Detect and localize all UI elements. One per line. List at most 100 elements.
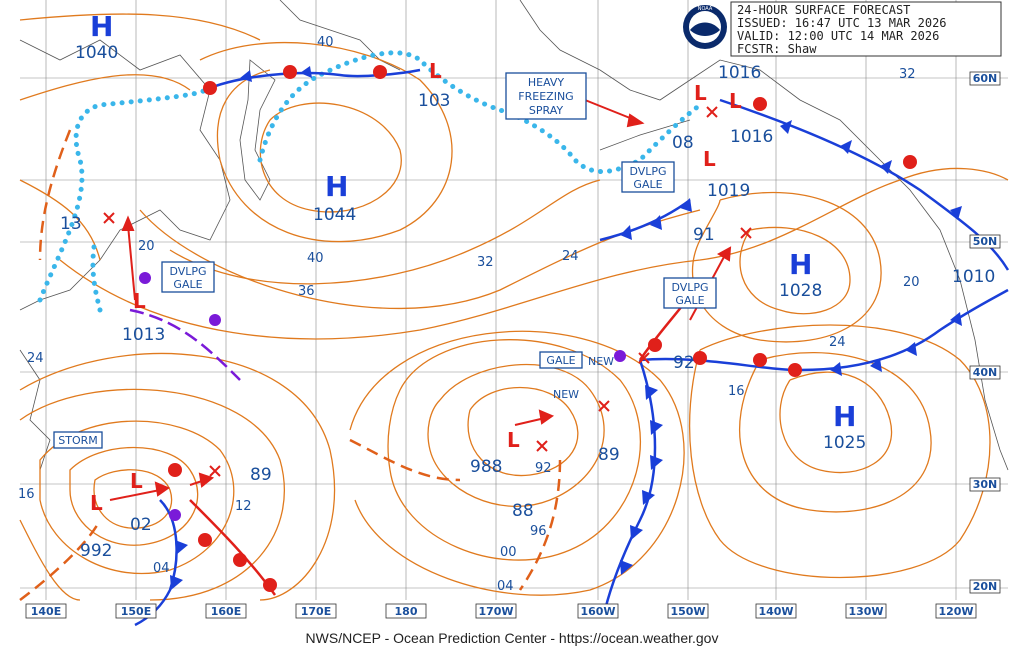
low-value: 89 (598, 445, 620, 465)
low-value: 89 (250, 465, 272, 485)
svg-text:L: L (507, 428, 520, 452)
low-value: 92 (535, 461, 552, 476)
low-value: 04 (497, 579, 514, 594)
isobar-label: 24 (27, 351, 44, 366)
low-value: 103 (418, 91, 450, 111)
cold-front-central (603, 359, 657, 611)
low-value: 1010 (952, 267, 995, 287)
isobar-labels: 40 40 36 32 32 24 24 24 20 20 16 16 (18, 35, 920, 502)
svg-text:L: L (694, 81, 707, 105)
svg-text:GALE: GALE (675, 294, 704, 307)
high-symbol: H (325, 170, 348, 203)
low-l-symbols: L L L L L L L L (90, 59, 742, 515)
svg-text:SPRAY: SPRAY (529, 104, 563, 117)
warning-heavy-freezing-spray: HEAVY FREEZING SPRAY (505, 72, 587, 120)
svg-text:40N: 40N (973, 366, 998, 379)
isobar-label: 16 (18, 487, 35, 502)
low-markers (103, 106, 752, 477)
low-value: 02 (130, 515, 152, 535)
high-symbol: H (833, 400, 856, 433)
low-value: 91 (693, 225, 715, 245)
warning-gale: GALE (539, 351, 583, 369)
high-value: 1044 (313, 205, 356, 225)
low-value: 1019 (707, 181, 750, 201)
svg-text:180: 180 (395, 605, 418, 618)
low-value: 988 (470, 457, 502, 477)
svg-text:DVLPG: DVLPG (169, 265, 206, 278)
new-label: NEW (588, 355, 614, 368)
warning-dvlpg-gale: DVLPG GALE (621, 161, 675, 193)
high-symbol: H (789, 248, 812, 281)
isobar-label: 16 (728, 384, 745, 399)
header-panel: 24-HOUR SURFACE FORECAST ISSUED: 16:47 U… (730, 1, 1002, 57)
warning-dvlpg-gale: DVLPG GALE (663, 277, 717, 309)
isobar-label: 20 (903, 275, 920, 290)
low-value: 1016 (718, 63, 761, 83)
svg-text:L: L (130, 469, 143, 493)
svg-text:L: L (429, 59, 442, 83)
svg-text:150E: 150E (121, 605, 151, 618)
low-value: 88 (512, 501, 534, 521)
header-title: 24-HOUR SURFACE FORECAST (737, 3, 910, 17)
svg-text:GALE: GALE (633, 178, 662, 191)
svg-text:20N: 20N (973, 580, 998, 593)
isobar-label: 36 (298, 284, 315, 299)
svg-text:STORM: STORM (58, 434, 98, 447)
header-valid: VALID: 12:00 UTC 14 MAR 2026 (737, 29, 939, 43)
svg-text:160W: 160W (580, 605, 615, 618)
high-value: 1040 (75, 43, 118, 63)
header-issued: ISSUED: 16:47 UTC 13 MAR 2026 (737, 16, 947, 30)
isobar-label: 40 (307, 251, 324, 266)
svg-text:L: L (133, 289, 146, 313)
low-value: 96 (530, 524, 547, 539)
high-symbol: H (90, 10, 113, 43)
svg-text:50N: 50N (973, 235, 998, 248)
low-values: 1013 992 988 103 08 1016 1016 1019 1010 … (60, 63, 995, 594)
cold-front-north (204, 68, 421, 92)
low-value: 992 (80, 541, 112, 561)
high-value: 1028 (779, 281, 822, 301)
warning-dvlpg-gale: DVLPG GALE (161, 261, 215, 293)
warning-storm: STORM (53, 431, 103, 449)
isobar-label: 32 (899, 67, 916, 82)
low-value: 08 (672, 133, 694, 153)
warning-boxes: HEAVY FREEZING SPRAY DVLPG GALE DVLPG GA… (53, 72, 717, 449)
coastlines (19, 0, 1009, 471)
svg-text:HEAVY: HEAVY (528, 76, 565, 89)
longitude-labels: 140E 150E 160E 170E 180 170W 160W 150W 1… (25, 603, 977, 619)
trough-south (518, 459, 562, 591)
header-forecaster: FCSTR: Shaw (737, 42, 817, 56)
low-value: 13 (60, 214, 82, 234)
svg-text:L: L (90, 491, 103, 515)
low-value: 92 (673, 353, 695, 373)
high-centers: H 1040 H 1044 H 1028 H 1025 (75, 10, 866, 453)
svg-text:NOAA: NOAA (698, 6, 713, 12)
isobar-label: 32 (477, 255, 494, 270)
svg-text:150W: 150W (670, 605, 705, 618)
high-value: 1025 (823, 433, 866, 453)
svg-text:DVLPG: DVLPG (671, 281, 708, 294)
svg-text:DVLPG: DVLPG (629, 165, 666, 178)
ice-edge (37, 50, 703, 313)
trough-nw (38, 129, 72, 261)
new-label: NEW (553, 388, 579, 401)
occluded-front-west (129, 308, 241, 381)
svg-text:140W: 140W (758, 605, 793, 618)
trough-sw (19, 519, 102, 601)
latitude-labels: 60N 50N 40N 30N 20N (969, 71, 1001, 594)
isobar-label: 24 (562, 249, 579, 264)
svg-text:30N: 30N (973, 478, 998, 491)
svg-text:130W: 130W (848, 605, 883, 618)
low-value: 04 (153, 561, 170, 576)
svg-text:140E: 140E (31, 605, 61, 618)
isobar-label: 24 (829, 335, 846, 350)
stationary-front-east (639, 288, 1009, 372)
movement-arrows (109, 99, 732, 501)
trough-central (349, 438, 461, 482)
footer-credit: NWS/NCEP - Ocean Prediction Center - htt… (305, 630, 719, 646)
svg-text:GALE: GALE (173, 278, 202, 291)
svg-text:60N: 60N (973, 72, 998, 85)
noaa-logo: NOAA (683, 5, 727, 49)
isobar-label: 40 (317, 35, 334, 50)
